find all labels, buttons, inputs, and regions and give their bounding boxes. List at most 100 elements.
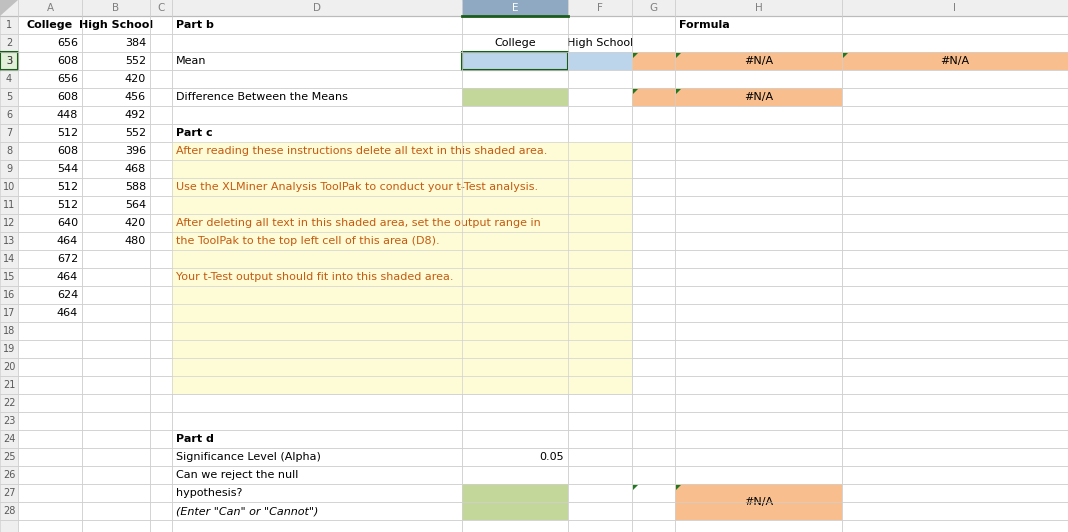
- Text: F: F: [597, 3, 603, 13]
- Text: Part d: Part d: [176, 434, 214, 444]
- Text: 624: 624: [57, 290, 78, 300]
- Text: the ToolPak to the top left cell of this area (D8).: the ToolPak to the top left cell of this…: [176, 236, 440, 246]
- Text: 14: 14: [3, 254, 15, 264]
- Text: 13: 13: [3, 236, 15, 246]
- Text: 464: 464: [57, 236, 78, 246]
- Text: 1: 1: [6, 20, 12, 30]
- Polygon shape: [633, 485, 638, 490]
- Bar: [675, 484, 842, 520]
- Text: 588: 588: [125, 182, 146, 192]
- Text: #N/A: #N/A: [744, 92, 773, 102]
- Text: 15: 15: [3, 272, 15, 282]
- Text: G: G: [649, 3, 658, 13]
- Text: 5: 5: [6, 92, 12, 102]
- Polygon shape: [676, 89, 681, 94]
- Text: 456: 456: [125, 92, 146, 102]
- Polygon shape: [0, 0, 18, 16]
- Text: 464: 464: [57, 272, 78, 282]
- Text: #N/A: #N/A: [744, 56, 773, 66]
- Text: 17: 17: [3, 308, 15, 318]
- Text: 420: 420: [125, 218, 146, 228]
- Text: 552: 552: [125, 56, 146, 66]
- Text: College: College: [494, 38, 536, 48]
- Text: 25: 25: [3, 452, 15, 462]
- Text: After deleting all text in this shaded area, set the output range in: After deleting all text in this shaded a…: [176, 218, 540, 228]
- Text: 20: 20: [3, 362, 15, 372]
- Bar: [568, 52, 632, 70]
- Text: 656: 656: [57, 38, 78, 48]
- Text: 12: 12: [3, 218, 15, 228]
- Text: hypothesis?: hypothesis?: [176, 488, 242, 498]
- Polygon shape: [676, 485, 681, 490]
- Bar: [462, 0, 568, 16]
- Text: 396: 396: [125, 146, 146, 156]
- Text: 656: 656: [57, 74, 78, 84]
- Text: Can we reject the null: Can we reject the null: [176, 470, 298, 480]
- Text: Difference Between the Means: Difference Between the Means: [176, 92, 348, 102]
- Text: Mean: Mean: [176, 56, 206, 66]
- Text: 464: 464: [57, 308, 78, 318]
- Bar: [462, 52, 568, 70]
- Text: 492: 492: [125, 110, 146, 120]
- Bar: [172, 142, 632, 394]
- Text: 0.05: 0.05: [539, 452, 564, 462]
- Text: After reading these instructions delete all text in this shaded area.: After reading these instructions delete …: [176, 146, 548, 156]
- Text: I: I: [954, 3, 957, 13]
- Text: #N/A: #N/A: [941, 56, 970, 66]
- Text: Your t-Test output should fit into this shaded area.: Your t-Test output should fit into this …: [176, 272, 454, 282]
- Text: 3: 3: [6, 56, 12, 66]
- Text: 552: 552: [125, 128, 146, 138]
- Text: Use the XLMiner Analysis ToolPak to conduct your t-Test analysis.: Use the XLMiner Analysis ToolPak to cond…: [176, 182, 538, 192]
- Text: College: College: [27, 20, 73, 30]
- Bar: [632, 88, 675, 106]
- Text: 608: 608: [57, 56, 78, 66]
- Text: H: H: [755, 3, 763, 13]
- Text: 6: 6: [6, 110, 12, 120]
- Text: B: B: [112, 3, 120, 13]
- Bar: [462, 88, 568, 106]
- Text: 24: 24: [3, 434, 15, 444]
- Text: 3: 3: [6, 56, 12, 66]
- Text: 10: 10: [3, 182, 15, 192]
- Text: 672: 672: [57, 254, 78, 264]
- Bar: [675, 88, 842, 106]
- Text: 22: 22: [3, 398, 15, 408]
- Text: 640: 640: [57, 218, 78, 228]
- Text: Significance Level (Alpha): Significance Level (Alpha): [176, 452, 320, 462]
- Text: 26: 26: [3, 470, 15, 480]
- Text: 608: 608: [57, 146, 78, 156]
- Text: 512: 512: [57, 128, 78, 138]
- Text: High School: High School: [79, 20, 153, 30]
- Text: A: A: [46, 3, 53, 13]
- Text: 608: 608: [57, 92, 78, 102]
- Text: 512: 512: [57, 200, 78, 210]
- Bar: [0, 0, 18, 532]
- Text: 512: 512: [57, 182, 78, 192]
- Polygon shape: [843, 53, 848, 58]
- Text: 564: 564: [125, 200, 146, 210]
- Text: 468: 468: [125, 164, 146, 174]
- Text: 544: 544: [57, 164, 78, 174]
- Bar: [0, 52, 18, 70]
- Bar: [0, 0, 1068, 16]
- Text: 23: 23: [3, 416, 15, 426]
- Bar: [675, 52, 842, 70]
- Text: 480: 480: [125, 236, 146, 246]
- Text: Part b: Part b: [176, 20, 214, 30]
- Text: (Enter "Can" or "Cannot"): (Enter "Can" or "Cannot"): [176, 506, 318, 516]
- Bar: [462, 484, 568, 520]
- Text: C: C: [157, 3, 164, 13]
- Polygon shape: [633, 89, 638, 94]
- Text: 4: 4: [6, 74, 12, 84]
- Text: High School: High School: [567, 38, 633, 48]
- Bar: [632, 52, 675, 70]
- Text: 2: 2: [6, 38, 12, 48]
- Polygon shape: [633, 53, 638, 58]
- Text: 16: 16: [3, 290, 15, 300]
- Text: 8: 8: [6, 146, 12, 156]
- Text: 7: 7: [6, 128, 12, 138]
- Text: E: E: [512, 3, 518, 13]
- Text: #N/A: #N/A: [744, 497, 773, 507]
- Text: 9: 9: [6, 164, 12, 174]
- Text: 420: 420: [125, 74, 146, 84]
